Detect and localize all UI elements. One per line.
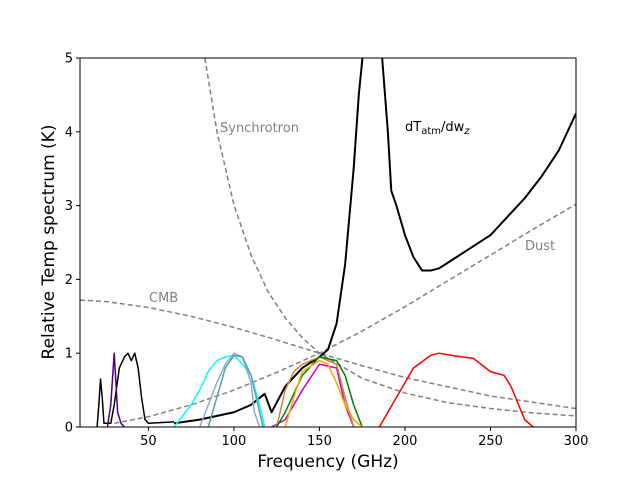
series-line bbox=[106, 352, 126, 427]
atm-label-part: atm bbox=[421, 126, 441, 137]
x-axis-label: Frequency (GHz) bbox=[257, 452, 398, 472]
y-tick-label: 4 bbox=[65, 125, 73, 140]
series-line bbox=[204, 58, 576, 417]
annotation: CMB bbox=[149, 291, 178, 306]
series-line bbox=[96, 352, 175, 427]
atm-label-part: dT bbox=[405, 120, 421, 135]
annotation: Synchrotron bbox=[220, 121, 299, 136]
axes-frame bbox=[79, 57, 577, 428]
series-line bbox=[207, 354, 264, 427]
atm-label: dTatm/dwz bbox=[405, 120, 470, 137]
x-tick-label: 100 bbox=[222, 434, 247, 449]
annotation: Dust bbox=[525, 239, 555, 254]
series-line bbox=[199, 352, 261, 427]
x-tick-label: 250 bbox=[478, 434, 503, 449]
series-line bbox=[275, 356, 355, 427]
y-tick-label: 5 bbox=[65, 52, 73, 67]
atm-label-part: /dw bbox=[441, 120, 465, 135]
series-line bbox=[173, 58, 576, 425]
series-line bbox=[276, 356, 363, 427]
atm-label-part: z bbox=[463, 126, 470, 137]
x-tick-label: 50 bbox=[140, 434, 157, 449]
y-tick-label: 1 bbox=[65, 347, 73, 362]
series-line bbox=[114, 203, 576, 425]
y-tick-label: 0 bbox=[65, 421, 73, 436]
y-tick-label: 3 bbox=[65, 199, 73, 214]
series-line bbox=[80, 299, 576, 410]
series-line bbox=[378, 352, 534, 427]
y-tick-label: 2 bbox=[65, 273, 73, 288]
y-axis-label: Relative Temp spectrum (K) bbox=[39, 125, 59, 360]
series-line bbox=[284, 359, 363, 427]
x-tick-label: 200 bbox=[393, 434, 418, 449]
x-tick-label: 300 bbox=[564, 434, 589, 449]
plot-area bbox=[80, 58, 576, 427]
x-tick-label: 150 bbox=[307, 434, 332, 449]
